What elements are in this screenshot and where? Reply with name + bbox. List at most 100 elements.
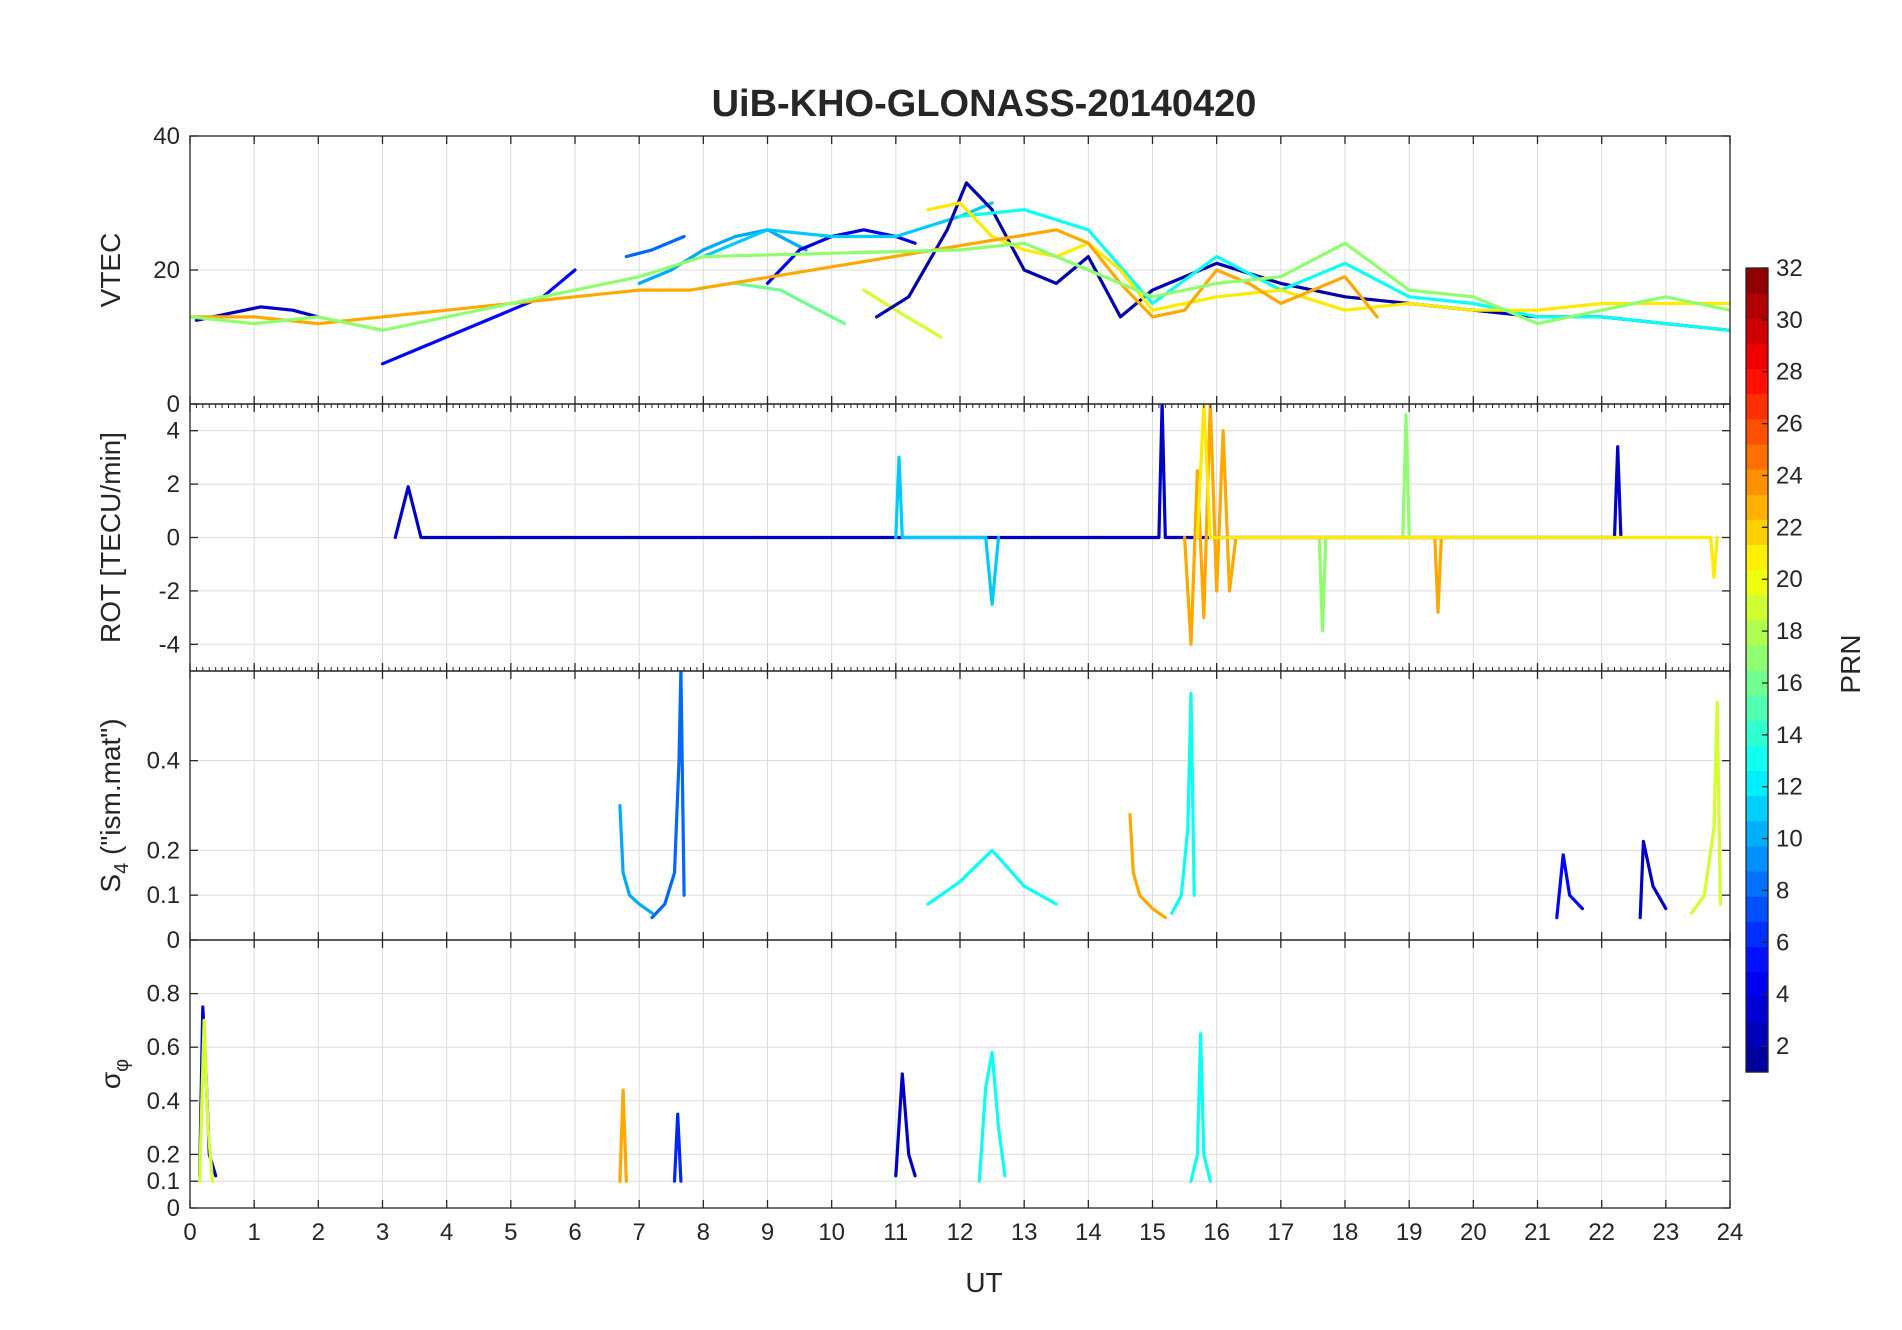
colorbar-band (1746, 594, 1768, 621)
series-line-prn-3 (1638, 839, 1668, 920)
colorbar-band (1746, 971, 1768, 998)
colorbar-band (1746, 845, 1768, 872)
x-tick-label: 6 (568, 1219, 581, 1246)
colorbar-tick-label: 18 (1776, 618, 1803, 645)
y-tick-label: 0.2 (147, 837, 180, 864)
series-line-prn-5 (380, 268, 577, 366)
colorbar-band (1746, 368, 1768, 395)
y-tick-label: 0 (167, 1195, 180, 1222)
colorbar-tick-label: 30 (1776, 307, 1803, 334)
y-tick-label: 0.4 (147, 748, 180, 775)
series-line-prn-17 (190, 241, 1730, 332)
x-tick-label: 21 (1524, 1219, 1551, 1246)
panel-vtec: 0 20 40 VTEC (95, 123, 1731, 418)
x-tick-label: 10 (818, 1219, 845, 1246)
series-line-prn-8 (650, 671, 686, 920)
y-axis-label: σφ (95, 1059, 133, 1089)
colorbar-tick-label: 6 (1776, 929, 1789, 956)
x-axis: 0 1 2 3 4 5 6 7 8 9 10 11 12 13 14 15 16 17 18 19 20 21 22 23 24 (183, 1219, 1743, 1246)
y-tick-label: 4 (167, 418, 180, 445)
colorbar-tick-label: 10 (1776, 826, 1803, 853)
x-axis-label: UT (965, 1267, 1002, 1298)
y-tick-label: 40 (153, 123, 180, 150)
colorbar-band (1746, 770, 1768, 797)
colorbar-band (1746, 921, 1768, 947)
panel-rot: -4 -2 0 2 4 ROT [TECU/min] (95, 403, 1731, 672)
series-line-prn-5 (1555, 853, 1584, 920)
colorbar-tick-label: 2 (1776, 1033, 1789, 1060)
colorbar-tick-label: 8 (1776, 877, 1789, 904)
x-tick-label: 11 (883, 1219, 908, 1246)
colorbar-tick-label: 20 (1776, 566, 1803, 593)
colorbar-band (1746, 519, 1768, 545)
series-group (190, 181, 1730, 366)
colorbar-band (1746, 544, 1768, 571)
panel-sigma-phi: 00.10.2 0.4 0.6 0.8 σφ (95, 939, 1731, 1222)
colorbar-tick-label: 4 (1776, 981, 1789, 1008)
series-line-prn-3 (894, 1072, 917, 1178)
colorbar-tick-label: 16 (1776, 670, 1803, 697)
colorbar-label: PRN (1835, 634, 1866, 693)
x-tick-label: 0 (183, 1219, 196, 1246)
colorbar-band (1746, 268, 1768, 294)
colorbar-band (1746, 996, 1768, 1023)
chart-title: UiB-KHO-GLONASS-20140420 (712, 83, 1257, 125)
panel-s4: 0 0.1 0.2 0.4 S4 ("ism.mat") (95, 670, 1731, 954)
x-tick-label: 5 (504, 1219, 517, 1246)
y-tick-label: -2 (159, 578, 180, 605)
y-axis-label: S4 ("ism.mat") (95, 718, 133, 892)
y-tick-label: 0.4 (147, 1088, 180, 1115)
series-line-prn-13 (1189, 1032, 1212, 1183)
colorbar-band (1746, 293, 1768, 319)
series-group (198, 1005, 1212, 1183)
y-tick-label: -4 (159, 631, 180, 658)
x-tick-label: 8 (697, 1219, 710, 1246)
series-line-prn-19 (1689, 700, 1722, 915)
x-tick-label: 7 (632, 1219, 645, 1246)
y-tick-label: 0 (167, 525, 180, 552)
colorbar-band (1746, 443, 1768, 470)
series-line-prn-10 (618, 803, 654, 915)
series-line-prn-23 (1183, 404, 1443, 646)
colorbar-band (1746, 896, 1768, 922)
y-tick-label: 0.2 (147, 1141, 180, 1168)
x-tick-label: 20 (1460, 1219, 1487, 1246)
series-line-prn-21 (1195, 404, 1719, 580)
colorbar-band (1746, 871, 1768, 897)
series-line-prn-11 (894, 455, 1001, 606)
colorbar-band (1746, 695, 1768, 721)
y-tick-label: 0.1 (147, 882, 180, 909)
x-tick-label: 1 (247, 1219, 260, 1246)
x-tick-label: 17 (1267, 1219, 1294, 1246)
x-tick-label: 22 (1588, 1219, 1615, 1246)
colorbar-tick-label: 32 (1776, 255, 1803, 282)
colorbar-band (1746, 946, 1768, 973)
x-tick-label: 4 (440, 1219, 453, 1246)
series-line-prn-10 (637, 228, 808, 285)
series-line-prn-16 (733, 281, 847, 326)
x-tick-label: 14 (1075, 1219, 1102, 1246)
colorbar-band (1746, 318, 1768, 344)
series-line-prn-3 (393, 404, 1623, 540)
colorbar-tick-label: 22 (1776, 514, 1803, 541)
y-tick-label: 0.1 (147, 1168, 180, 1195)
x-tick-label: 3 (376, 1219, 389, 1246)
colorbar-band (1746, 1046, 1768, 1073)
colorbar-band (1746, 469, 1768, 495)
series-line-prn-8 (624, 234, 686, 259)
colorbar-band (1746, 569, 1768, 596)
y-axis-label: VTEC (95, 233, 126, 308)
colorbar-band (1746, 393, 1768, 420)
x-tick-label: 24 (1717, 1219, 1744, 1246)
colorbar-band (1746, 795, 1768, 822)
colorbar-tick-label: 26 (1776, 411, 1803, 438)
colorbar-frame (1745, 267, 1769, 1073)
series-line-prn-17 (1317, 413, 1411, 633)
series-line-prn-19 (862, 288, 943, 339)
series-group (618, 671, 1722, 920)
colorbar-band (1746, 494, 1768, 520)
x-tick-label: 23 (1652, 1219, 1679, 1246)
colorbar-tick-label: 14 (1776, 722, 1803, 749)
colorbar-tick-label: 12 (1776, 774, 1803, 801)
